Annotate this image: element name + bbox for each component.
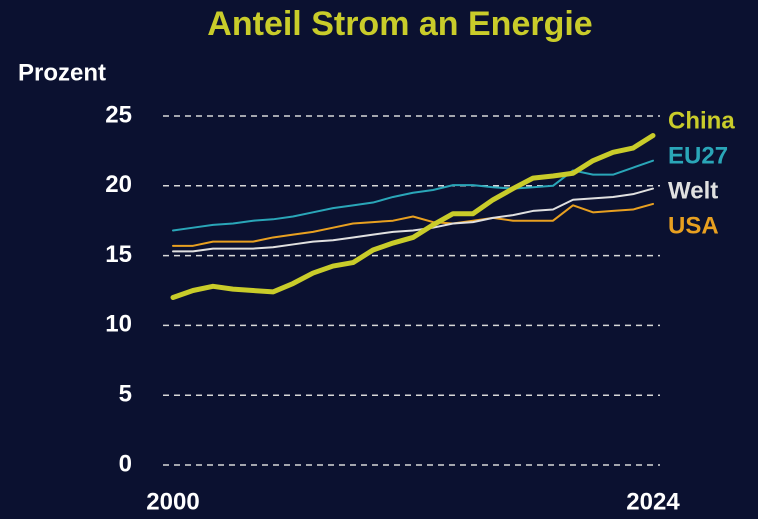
series-line	[172, 202, 654, 247]
legend-label: Welt	[668, 177, 718, 204]
y-tick-label: 25	[105, 101, 132, 128]
legend-label: EU27	[668, 142, 728, 169]
series-line	[170, 133, 656, 300]
y-tick-label: 5	[119, 381, 132, 408]
legend-label: China	[668, 107, 735, 134]
x-tick-label: 2000	[146, 488, 199, 515]
legend-label: USA	[668, 212, 719, 239]
series-line	[172, 187, 654, 253]
y-tick-label: 15	[105, 241, 132, 268]
y-axis-label: Prozent	[18, 59, 106, 86]
chart-title: Anteil Strom an Energie	[207, 5, 592, 43]
y-tick-label: 10	[105, 311, 132, 338]
y-tick-label: 0	[119, 450, 132, 477]
y-tick-label: 20	[105, 171, 132, 198]
x-tick-label: 2024	[626, 488, 680, 515]
